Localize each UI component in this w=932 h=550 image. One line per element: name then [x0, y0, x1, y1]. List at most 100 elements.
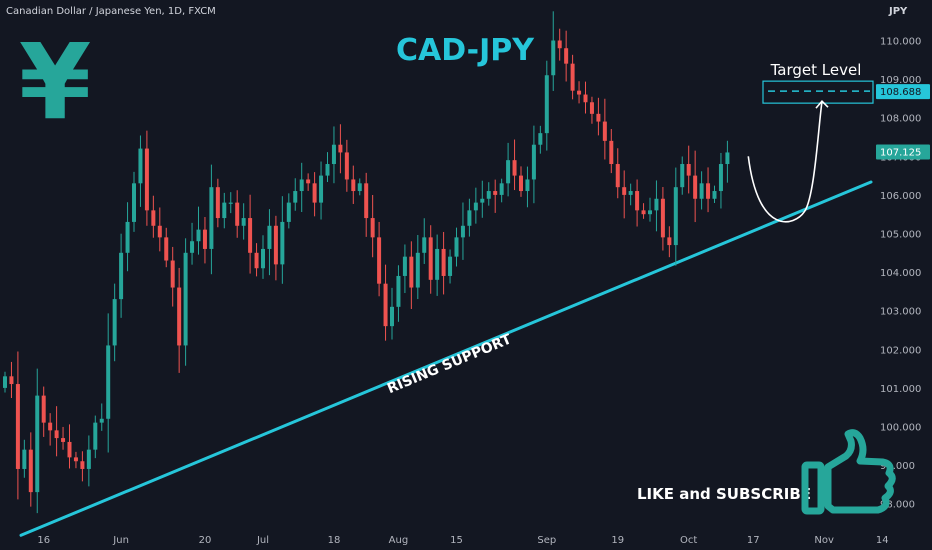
x-tick-label: 17	[747, 535, 760, 546]
candle-body	[351, 179, 356, 192]
candle-body	[202, 229, 207, 249]
candle-body	[402, 256, 407, 276]
candle-body	[3, 376, 7, 388]
candle-body	[28, 449, 33, 493]
candle-body	[280, 221, 285, 265]
candle-body	[67, 441, 72, 458]
candle-body	[583, 94, 588, 103]
x-tick-label: Jul	[256, 535, 269, 546]
rising-support-line	[19, 180, 873, 537]
candle-body	[48, 422, 53, 431]
candle-body	[22, 449, 27, 469]
candle-body	[538, 133, 543, 145]
candle-body	[435, 248, 440, 280]
candle-body	[35, 395, 40, 493]
x-axis: 16 Jun 20 Jul 18 Aug 15 Sep 19 Oct 17 Nov 14	[37, 535, 888, 546]
x-tick-label: 18	[328, 535, 341, 546]
currency-label: JPY	[888, 6, 908, 17]
y-tick-label: 105.000	[880, 230, 921, 241]
candle-body	[602, 121, 607, 141]
candle-body	[622, 187, 627, 195]
candle-body	[718, 164, 723, 192]
y-tick-label: 100.000	[880, 423, 921, 434]
candle-body	[241, 218, 246, 226]
candle-body	[151, 210, 156, 226]
candle-body	[9, 376, 14, 385]
candle-body	[460, 225, 465, 238]
candle-body	[299, 179, 304, 192]
target-level-label: Target Level	[770, 61, 862, 79]
candle-body	[712, 191, 717, 199]
candle-body	[596, 113, 601, 122]
candle-body	[170, 260, 175, 288]
candle-body	[499, 183, 504, 195]
candle-body	[364, 183, 369, 219]
candle-body	[396, 275, 401, 307]
y-tick-label: 101.000	[880, 384, 921, 395]
y-tick-label: 99.000	[880, 461, 915, 472]
x-tick-label: Jun	[112, 535, 129, 546]
candle-body	[73, 457, 78, 462]
x-tick-label: Sep	[537, 535, 556, 546]
x-tick-label: 19	[611, 535, 624, 546]
candle-body	[628, 191, 633, 195]
candle-body	[448, 256, 453, 276]
candle-body	[551, 40, 556, 76]
candle-body	[667, 237, 672, 246]
candle-body	[177, 287, 182, 346]
chart-title: CAD-JPY	[396, 33, 535, 68]
candle-body	[673, 187, 678, 246]
candle-body	[338, 144, 343, 153]
candle-body	[428, 237, 433, 280]
candle-body	[190, 241, 195, 253]
current-price-tag	[876, 144, 930, 160]
candle-body	[383, 283, 388, 327]
candle-body	[99, 418, 104, 423]
candle-body	[319, 175, 324, 203]
candle-body	[635, 191, 640, 211]
candle-body	[648, 210, 652, 215]
candle-body	[660, 198, 665, 238]
candle-body	[441, 248, 446, 276]
candle-body	[454, 237, 459, 257]
candle-body	[609, 140, 614, 165]
candle-body	[557, 40, 562, 49]
candle-body	[377, 237, 382, 284]
y-tick-label: 98.000	[880, 500, 915, 511]
candle-body	[589, 102, 594, 114]
candle-body	[577, 90, 582, 95]
target-level-box	[762, 80, 874, 104]
candle-body	[61, 438, 66, 442]
candle-body	[267, 225, 272, 249]
candle-body	[306, 179, 311, 184]
candle-body	[699, 183, 704, 199]
candle-body	[486, 191, 491, 199]
candle-body	[235, 202, 240, 226]
candle-body	[183, 252, 188, 346]
candle-body	[312, 183, 317, 203]
candle-body	[641, 210, 646, 215]
candle-body	[196, 229, 201, 242]
candle-body	[54, 430, 59, 439]
y-tick-label: 106.000	[880, 191, 921, 202]
candle-body	[164, 237, 169, 261]
candle-body	[570, 63, 575, 91]
candle-body	[473, 202, 478, 211]
y-tick-label: 108.000	[880, 114, 921, 125]
candle-body	[344, 152, 349, 180]
candle-body	[228, 202, 233, 204]
candle-body	[467, 210, 472, 226]
candle-body	[506, 160, 511, 184]
candle-body	[215, 187, 220, 219]
candle-body	[261, 248, 265, 269]
candle-body	[493, 191, 498, 195]
x-tick-label: Oct	[680, 535, 697, 546]
projection-curve	[747, 101, 823, 223]
candles	[3, 11, 730, 514]
x-tick-label: Nov	[814, 535, 834, 546]
candle-body	[531, 144, 536, 180]
candle-body	[357, 183, 362, 192]
thumbs-up-icon[interactable]	[801, 429, 896, 515]
